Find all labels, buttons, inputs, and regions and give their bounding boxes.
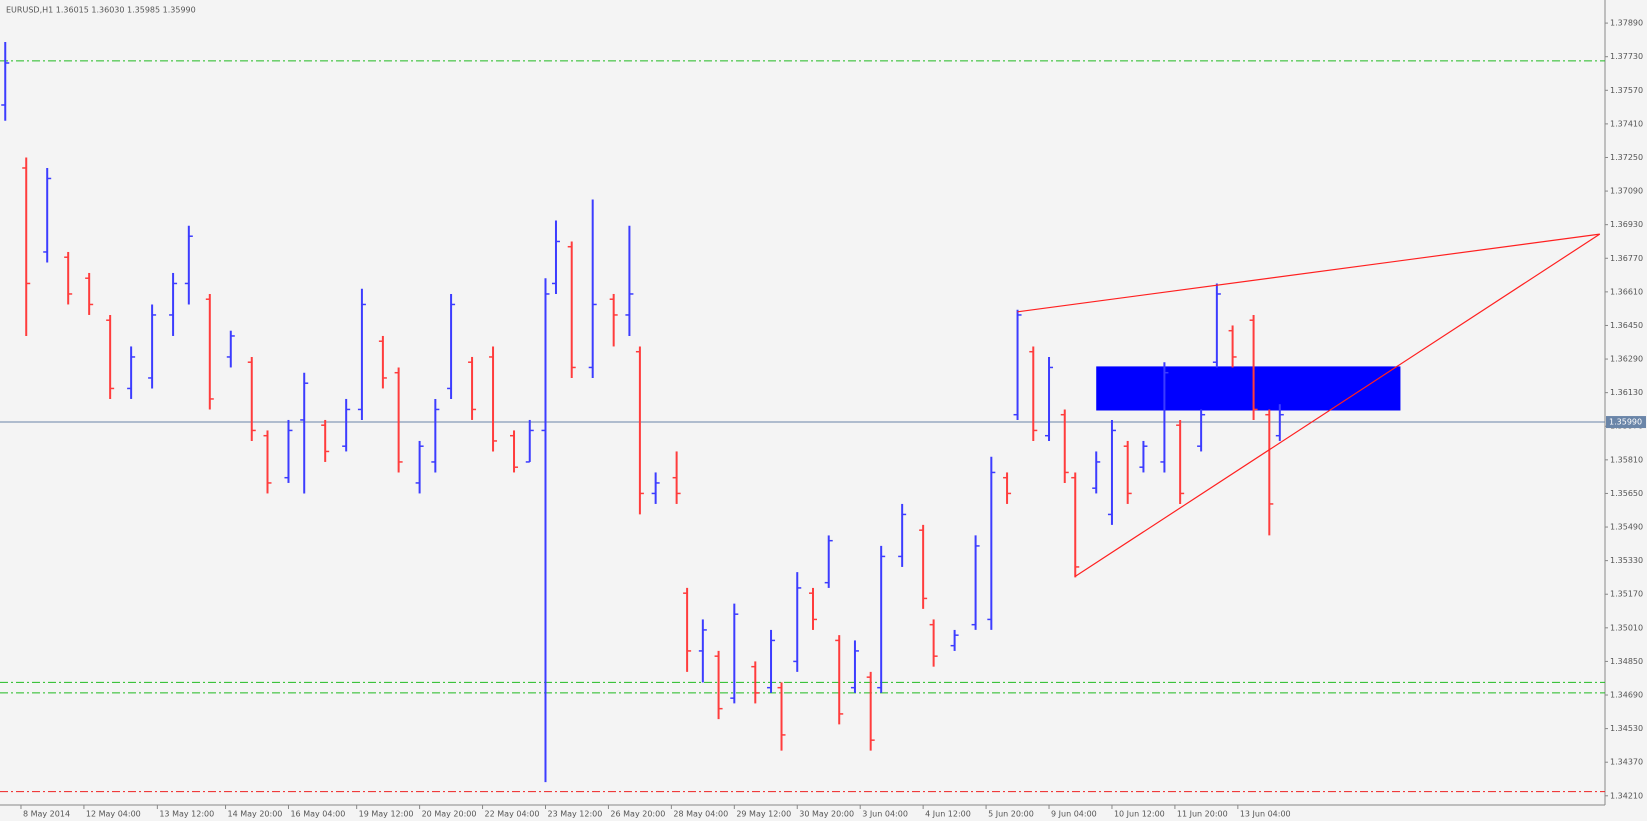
x-tick-label: 3 Jun 04:00 <box>862 810 908 819</box>
y-tick-label: 1.35810 <box>1610 455 1643 464</box>
x-tick-label: 19 May 12:00 <box>359 810 414 819</box>
y-tick-label: 1.34530 <box>1610 724 1643 733</box>
chart-title: EURUSD,H1 1.36015 1.36030 1.35985 1.3599… <box>6 6 196 15</box>
trend-line <box>1074 233 1601 577</box>
trend-line <box>1017 233 1600 313</box>
y-tick-label: 1.36290 <box>1610 355 1643 364</box>
y-tick-label: 1.34690 <box>1610 691 1643 700</box>
y-tick-label: 1.34370 <box>1610 758 1643 767</box>
y-tick-label: 1.36930 <box>1610 220 1643 229</box>
x-tick-label: 10 Jun 12:00 <box>1114 810 1165 819</box>
y-tick-label: 1.34210 <box>1610 791 1643 800</box>
x-tick-label: 13 May 12:00 <box>159 810 214 819</box>
x-tick-label: 29 May 12:00 <box>736 810 791 819</box>
x-tick-label: 22 May 04:00 <box>485 810 540 819</box>
y-tick-label: 1.37090 <box>1610 187 1643 196</box>
y-tick-label: 1.35330 <box>1610 556 1643 565</box>
current-price-label: 1.35990 <box>1609 418 1642 427</box>
y-tick-label: 1.36450 <box>1610 321 1643 330</box>
y-tick-label: 1.37410 <box>1610 119 1643 128</box>
x-tick-label: 9 Jun 04:00 <box>1051 810 1097 819</box>
y-tick-label: 1.35010 <box>1610 623 1643 632</box>
x-tick-label: 11 Jun 20:00 <box>1177 810 1228 819</box>
x-tick-label: 14 May 20:00 <box>228 810 283 819</box>
y-tick-label: 1.36130 <box>1610 388 1643 397</box>
x-tick-label: 26 May 20:00 <box>610 810 665 819</box>
x-tick-label: 5 Jun 20:00 <box>988 810 1034 819</box>
y-tick-label: 1.35170 <box>1610 590 1643 599</box>
y-tick-label: 1.36770 <box>1610 254 1643 263</box>
x-tick-label: 8 May 2014 <box>23 810 70 819</box>
y-tick-label: 1.37890 <box>1610 19 1643 28</box>
y-tick-label: 1.37730 <box>1610 52 1643 61</box>
y-tick-label: 1.36610 <box>1610 287 1643 296</box>
x-tick-label: 30 May 20:00 <box>799 810 854 819</box>
x-tick-label: 13 Jun 04:00 <box>1240 810 1291 819</box>
x-tick-label: 12 May 04:00 <box>86 810 141 819</box>
x-tick-label: 16 May 04:00 <box>290 810 345 819</box>
x-tick-label: 23 May 12:00 <box>547 810 602 819</box>
y-tick-label: 1.37570 <box>1610 86 1643 95</box>
y-tick-label: 1.35650 <box>1610 489 1643 498</box>
y-tick-label: 1.37250 <box>1610 153 1643 162</box>
x-tick-label: 4 Jun 12:00 <box>925 810 971 819</box>
x-tick-label: 20 May 20:00 <box>422 810 477 819</box>
current-price-box <box>1606 416 1646 429</box>
y-tick-label: 1.35490 <box>1610 523 1643 532</box>
y-tick-label: 1.34850 <box>1610 657 1643 666</box>
zone-rectangle <box>1096 366 1401 411</box>
x-tick-label: 28 May 04:00 <box>673 810 728 819</box>
